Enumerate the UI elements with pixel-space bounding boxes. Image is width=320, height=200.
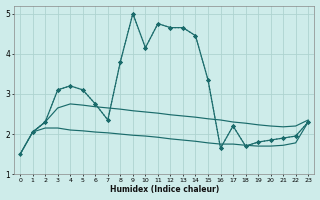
X-axis label: Humidex (Indice chaleur): Humidex (Indice chaleur) [109, 185, 219, 194]
